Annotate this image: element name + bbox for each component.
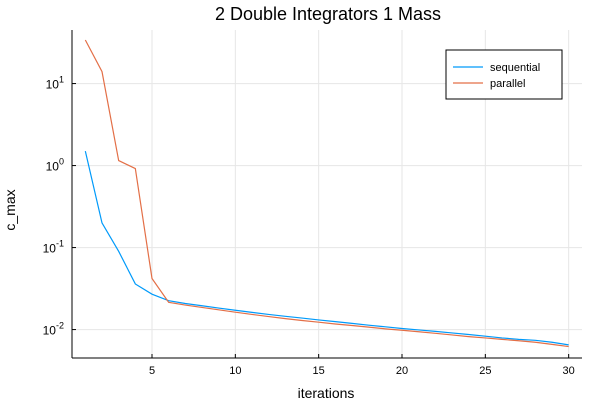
y-tick-label: 101 (46, 75, 64, 92)
series-line-parallel (84, 39, 569, 348)
x-axis-label: iterations (298, 385, 355, 400)
x-tick-label: 25 (479, 365, 491, 377)
x-tick-label: 30 (563, 365, 575, 377)
axes (71, 30, 582, 359)
legend: sequential parallel (445, 49, 563, 100)
legend-box (445, 49, 563, 100)
x-tick-label: 5 (149, 365, 155, 377)
legend-label-sequential: sequential (490, 62, 540, 74)
series-line-sequential (84, 150, 569, 346)
tick-labels: 5 10 15 20 25 30 10-2 10-1 100 101 (43, 75, 575, 377)
y-tick-label: 100 (46, 157, 64, 174)
chart-title: 2 Double Integrators 1 Mass (215, 4, 441, 24)
y-axis-label: c_max (2, 189, 18, 230)
x-tick-label: 10 (229, 365, 241, 377)
x-tick-label: 20 (396, 365, 408, 377)
y-tick-label: 10-1 (43, 239, 64, 256)
y-tick-label: 10-2 (43, 321, 64, 338)
series-lines (84, 39, 569, 348)
legend-label-parallel: parallel (490, 78, 525, 90)
x-tick-label: 15 (313, 365, 325, 377)
